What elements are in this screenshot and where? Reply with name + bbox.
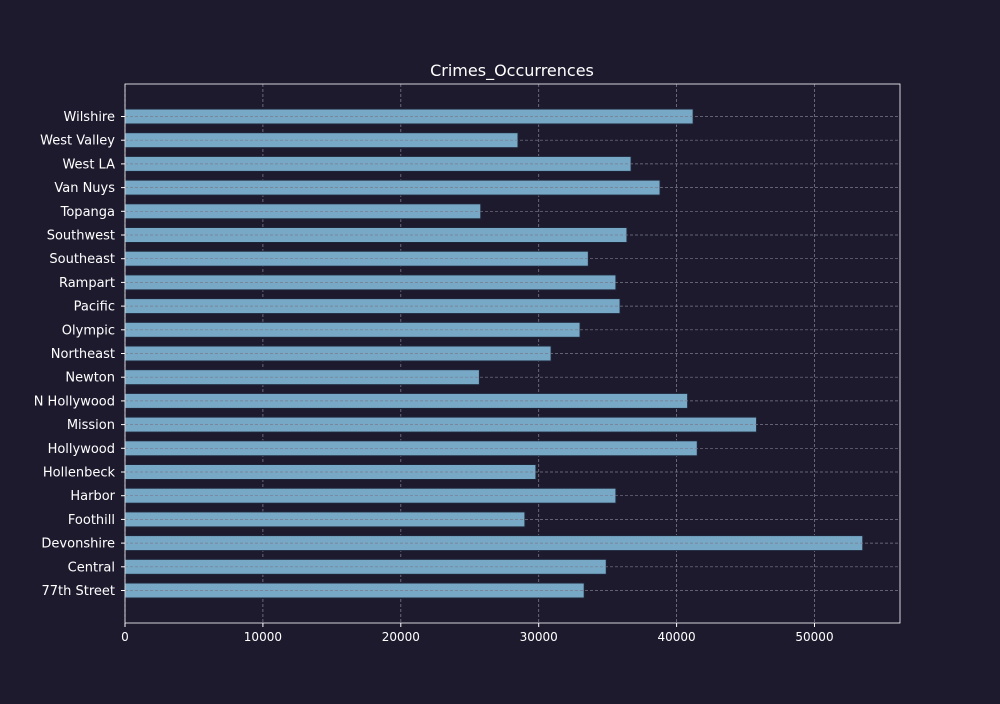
y-tick-label: Wilshire (64, 110, 115, 125)
y-tick-label: Northeast (51, 347, 115, 362)
y-tick-label: Topanga (60, 205, 115, 220)
y-tick-label: Harbor (70, 489, 115, 504)
y-tick-label: West LA (62, 157, 115, 172)
y-tick-label: Olympic (62, 323, 115, 338)
chart-title: Crimes_Occurrences (430, 61, 594, 81)
label-layer: 77th Street Central Devonshire Foothill Harb… (34, 110, 834, 644)
y-tick-label: Foothill (68, 513, 115, 528)
y-tick-label: Newton (65, 371, 115, 386)
horizontal-grid-layer (125, 116, 900, 591)
y-tick-label: Devonshire (41, 537, 115, 552)
y-tick-label: Central (68, 560, 115, 575)
y-tick-label: West Valley (40, 134, 115, 149)
x-tick-label: 30000 (520, 630, 558, 644)
y-tick-label: N Hollywood (34, 394, 115, 409)
y-tick-label: 77th Street (41, 584, 115, 599)
y-tick-label: Hollenbeck (43, 466, 116, 481)
bar-foothill (124, 511, 526, 528)
x-tick-label: 10000 (244, 630, 282, 644)
x-tick-label: 40000 (658, 630, 696, 644)
x-tick-label: 20000 (382, 630, 420, 644)
y-tick-label: Rampart (59, 276, 115, 291)
x-tick-label: 0 (121, 630, 129, 644)
plot-frame (124, 83, 901, 624)
y-tick-label: Mission (67, 418, 115, 433)
x-tick-label: 50000 (795, 630, 833, 644)
y-tick-label: Van Nuys (54, 181, 115, 196)
y-tick-label: Hollywood (48, 442, 115, 457)
y-tick-label: Southeast (49, 252, 115, 267)
y-tick-label: Pacific (74, 300, 115, 315)
axis-layer (121, 83, 901, 627)
y-tick-label: Southwest (47, 229, 115, 244)
